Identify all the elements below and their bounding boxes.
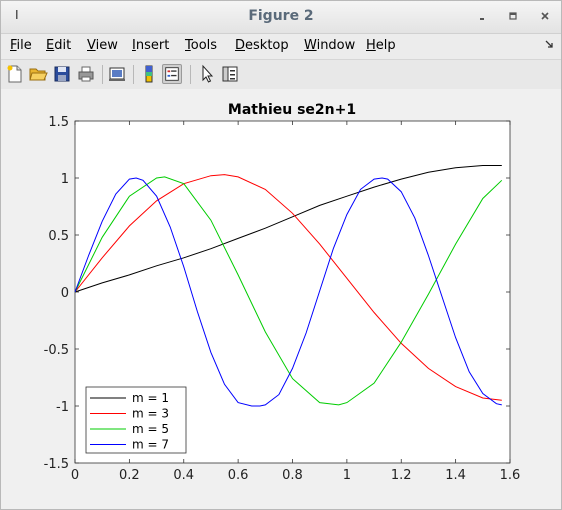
minimize-icon[interactable] <box>475 9 489 23</box>
menu-bar: File Edit View Insert Tools Desktop Wind… <box>1 34 561 58</box>
legend-label: m = 7 <box>132 438 169 452</box>
menu-view[interactable]: View <box>87 38 118 53</box>
toolbar-separator <box>133 65 134 84</box>
toolbar <box>1 59 561 90</box>
y-tick-label: 0 <box>61 286 69 301</box>
legend-label: m = 3 <box>132 407 169 421</box>
legend-label: m = 1 <box>132 391 169 405</box>
open-folder-icon[interactable] <box>28 64 48 84</box>
y-tick-label: -1.5 <box>44 457 69 472</box>
maximize-icon[interactable] <box>506 9 520 23</box>
property-editor-icon[interactable] <box>220 64 240 84</box>
figure-canvas: Mathieu se2n+1 0 0.2 0.4 0.6 0.8 1 1.2 1.4 1.6 -1… <box>1 89 561 509</box>
new-file-icon[interactable] <box>5 64 25 84</box>
pointer-icon[interactable] <box>197 64 217 84</box>
series-line-3 <box>74 176 503 406</box>
x-tick-label: 1.6 <box>500 468 521 483</box>
chart: Mathieu se2n+1 0 0.2 0.4 0.6 0.8 1 1.2 1.4 1.6 -1… <box>44 102 521 483</box>
x-tick-label: 1 <box>343 468 351 483</box>
menu-window[interactable]: Window <box>304 38 356 53</box>
legend-icon[interactable] <box>162 64 182 84</box>
menu-desktop[interactable]: Desktop <box>235 38 289 53</box>
y-tick-label: -0.5 <box>44 343 69 358</box>
legend-label: m = 5 <box>132 422 169 436</box>
y-tick-label: -1 <box>56 400 69 415</box>
x-tick-label: 0.2 <box>119 468 140 483</box>
dock-arrow-icon[interactable] <box>545 40 553 48</box>
save-icon[interactable] <box>52 64 72 84</box>
x-tick-label: 0.6 <box>228 468 249 483</box>
close-icon[interactable] <box>538 9 552 23</box>
menu-insert[interactable]: Insert <box>132 38 170 53</box>
x-tick-label: 1.2 <box>391 468 412 483</box>
colorbar-icon[interactable] <box>139 64 159 84</box>
x-tick-label: 0.8 <box>282 468 303 483</box>
menu-tools[interactable]: Tools <box>185 38 218 53</box>
menu-file[interactable]: File <box>10 38 32 53</box>
system-menu-icon[interactable] <box>15 10 18 19</box>
y-tick-label: 1.5 <box>48 115 69 130</box>
link-plot-icon[interactable] <box>107 64 127 84</box>
chart-title: Mathieu se2n+1 <box>228 102 356 118</box>
window-title: Figure 2 <box>248 8 314 24</box>
x-tick-label: 0.4 <box>173 468 194 483</box>
title-bar[interactable]: Figure 2 <box>1 1 561 34</box>
menu-help[interactable]: Help <box>366 38 396 53</box>
y-tick-label: 1 <box>61 172 69 187</box>
print-icon[interactable] <box>76 64 96 84</box>
toolbar-separator <box>102 65 103 84</box>
series-line-1 <box>74 165 502 293</box>
x-tick-label: 1.4 <box>445 468 466 483</box>
toolbar-separator <box>190 65 191 84</box>
menu-edit[interactable]: Edit <box>46 38 72 53</box>
legend[interactable]: m = 1 m = 3m = 5 m = 7 <box>85 386 187 454</box>
x-tick-label: 0 <box>71 468 79 483</box>
series-line-2 <box>74 174 502 401</box>
y-tick-label: 0.5 <box>48 229 69 244</box>
series-line-4 <box>74 177 502 407</box>
